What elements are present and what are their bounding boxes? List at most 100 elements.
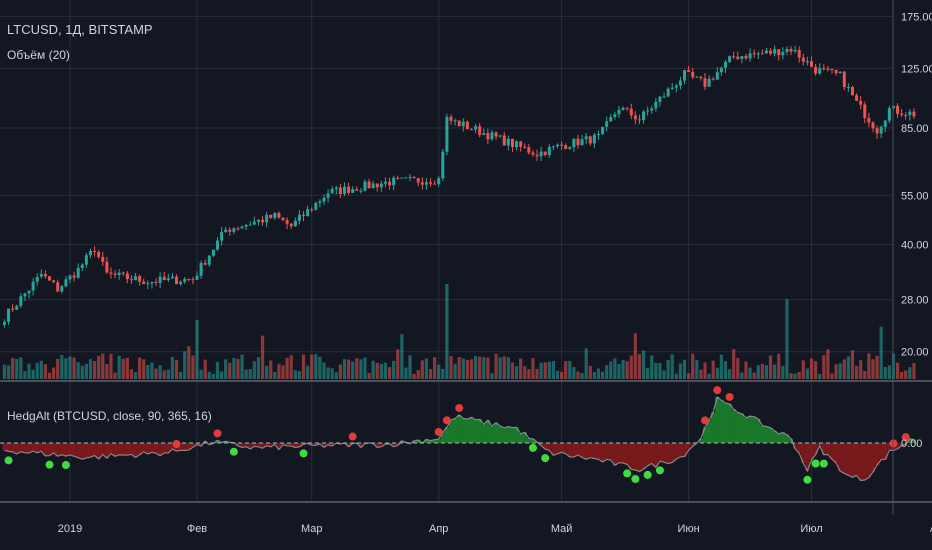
oscillator-bar [100, 443, 105, 455]
volume-bar [187, 346, 191, 379]
green-marker [229, 447, 238, 456]
oscillator-bar [395, 443, 400, 446]
red-marker [172, 440, 181, 449]
candle-body [629, 108, 633, 116]
oscillator-bar [772, 430, 777, 443]
volume-bar [256, 357, 261, 379]
candle-body [830, 68, 834, 71]
volume-bar [15, 358, 19, 379]
candle-body [822, 68, 826, 70]
volume-bar [277, 363, 281, 379]
candle-body [461, 121, 465, 127]
oscillator-bar [702, 427, 708, 443]
volume-bar [740, 372, 744, 379]
candle-body [400, 177, 404, 179]
volume-bar [379, 363, 383, 379]
volume-bar [170, 357, 175, 379]
candle-body [838, 71, 842, 74]
oscillator-bar [465, 419, 470, 443]
oscillator-bar [51, 443, 56, 453]
oscillator-bar [424, 439, 429, 443]
candle-body [732, 56, 736, 58]
volume-bar [727, 369, 732, 379]
oscillator-bar [715, 397, 720, 443]
candle-body [469, 129, 473, 131]
candle-body [244, 224, 248, 227]
volume-bar [609, 361, 613, 379]
candle-body [662, 96, 666, 98]
candle-body [64, 279, 68, 287]
candle-body [48, 276, 52, 281]
volume-bar [805, 368, 810, 379]
volume-bar [715, 367, 719, 379]
volume-bar [854, 365, 859, 379]
oscillator-bar [579, 443, 585, 458]
volume-bar [428, 369, 433, 379]
candle-body [588, 136, 592, 144]
volume-bar [80, 365, 84, 379]
green-marker [299, 449, 308, 458]
candle-body [265, 214, 269, 223]
oscillator-bar [477, 419, 482, 443]
candle-body [199, 262, 203, 276]
oscillator-bar [285, 443, 290, 446]
volume-bar [84, 363, 88, 379]
oscillator-bar [252, 443, 257, 447]
candle-body [76, 267, 80, 278]
symbol-title: LTCUSD, 1Д, BITSTAMP [7, 22, 153, 37]
oscillator-bar [145, 443, 150, 455]
volume-bar [744, 361, 748, 379]
oscillator-bar [797, 443, 802, 454]
volume-bar [539, 362, 543, 379]
time-tick-label: Авг [930, 523, 932, 535]
candle-body [867, 117, 871, 123]
candle-body [855, 95, 859, 101]
volume-bar [482, 357, 486, 379]
candle-body [912, 111, 916, 117]
volume-bar [146, 364, 150, 379]
volume-bar [338, 364, 342, 379]
oscillator-bar [297, 443, 302, 447]
price-tick-label: 20.00 [901, 347, 929, 359]
volume-bar [392, 360, 396, 379]
volume-bar [420, 360, 424, 379]
candle-body [810, 61, 814, 67]
oscillator-bar [723, 402, 728, 443]
volume-bar [285, 357, 289, 379]
candle-body [584, 136, 588, 140]
volume-bar [293, 370, 297, 379]
oscillator-bar [256, 443, 261, 447]
oscillator-bar [825, 443, 831, 455]
volume-bar [269, 360, 273, 379]
candle-body [195, 275, 199, 280]
volume-bar [306, 365, 310, 379]
candle-body [744, 56, 748, 59]
green-marker [819, 459, 828, 468]
volume-bar [547, 361, 551, 379]
candle-body [568, 147, 572, 149]
volume-bar [318, 356, 322, 379]
candle-body [609, 117, 613, 122]
volume-bar [801, 360, 805, 379]
oscillator-bar [182, 443, 187, 451]
volume-bar [11, 358, 15, 379]
oscillator-bar [76, 443, 81, 458]
volume-bar [236, 358, 240, 379]
oscillator-bar [321, 443, 327, 448]
oscillator-bar [96, 443, 101, 459]
volume-bar [531, 358, 535, 379]
candle-body [240, 226, 244, 229]
candle-body [404, 177, 408, 179]
price-tick-label: 85.00 [901, 123, 929, 135]
oscillator-bar [551, 443, 556, 456]
oscillator-bar [706, 420, 712, 443]
oscillator-bar [506, 426, 511, 443]
volume-bar [363, 357, 367, 379]
candle-body [785, 49, 789, 53]
candle-body [498, 135, 502, 137]
candle-body [326, 193, 330, 198]
oscillator-bar [31, 443, 36, 451]
volume-bar [396, 349, 400, 379]
oscillator-bar [575, 443, 581, 456]
oscillator-bar [719, 400, 724, 443]
